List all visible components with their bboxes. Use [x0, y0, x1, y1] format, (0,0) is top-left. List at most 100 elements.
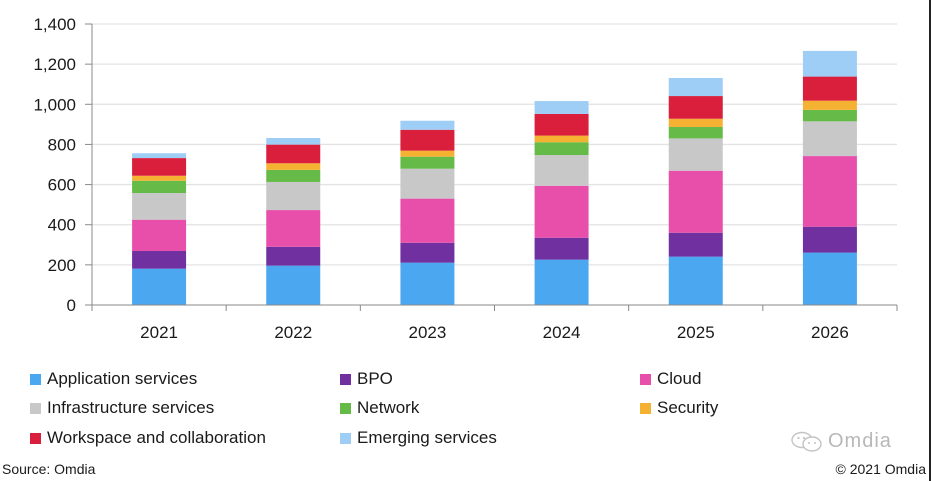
legend-swatch [340, 402, 351, 414]
y-tick-label: 1,400 [33, 15, 76, 34]
bar-segment-infrastructure-services [266, 181, 321, 211]
bar-segment-security [802, 100, 857, 110]
bar-segment-emerging-services [400, 120, 455, 130]
bar-segment-application-services [802, 252, 857, 305]
y-tick-label: 400 [48, 216, 76, 235]
legend-item-infrastructure-services: Infrastructure services [30, 398, 214, 418]
bar-segment-cloud [400, 198, 455, 243]
bar-segment-application-services [534, 259, 589, 305]
legend-label: Security [657, 398, 719, 417]
legend-label: Infrastructure services [47, 398, 215, 417]
legend: Application services BPO Cloud Infrastructu… [0, 366, 920, 456]
bar-segment-security [132, 175, 187, 181]
bar-segment-application-services [266, 265, 321, 305]
x-tick-label: 2024 [543, 323, 581, 342]
bar-segment-network [266, 169, 321, 182]
bar-segment-cloud [668, 170, 723, 233]
bar-segment-application-services [400, 262, 455, 305]
x-tick-label: 2022 [274, 323, 312, 342]
bar-stack-2023 [400, 120, 455, 305]
x-tick-label: 2023 [409, 323, 447, 342]
bar-segment-application-services [668, 256, 723, 305]
legend-item-security: Security [640, 398, 718, 418]
y-tick-label: 1,200 [33, 55, 76, 74]
legend-swatch [340, 432, 351, 444]
bar-segment-bpo [802, 226, 857, 253]
legend-item-cloud: Cloud [640, 369, 701, 389]
bar-segment-security [400, 150, 455, 157]
legend-label: Emerging services [357, 428, 497, 447]
bar-segment-emerging-services [534, 101, 589, 114]
bar-segment-network [400, 156, 455, 169]
bar-segment-emerging-services [132, 153, 187, 159]
gridlines [92, 23, 897, 266]
bar-stack-2025 [668, 77, 723, 305]
bar-segment-network [668, 126, 723, 139]
y-tick-label: 0 [67, 296, 76, 315]
x-tick-label: 2026 [811, 323, 849, 342]
bar-segment-cloud [534, 185, 589, 238]
bar-segment-bpo [266, 246, 321, 266]
bar-segment-workspace-and-collaboration [668, 96, 723, 119]
bar-segment-bpo [668, 232, 723, 257]
bar-segment-workspace-and-collaboration [534, 113, 589, 136]
bar-segment-network [132, 180, 187, 194]
bar-segment-security [534, 135, 589, 143]
bar-segment-bpo [400, 242, 455, 263]
legend-item-bpo: BPO [340, 369, 393, 389]
copyright-note: © 2021 Omdia [835, 461, 926, 477]
bar-segment-workspace-and-collaboration [802, 76, 857, 101]
y-tick-label: 1,000 [33, 95, 76, 114]
legend-swatch [30, 373, 41, 385]
bar-segment-security [668, 118, 723, 127]
bar-segment-security [266, 163, 321, 170]
bar-segment-infrastructure-services [802, 121, 857, 157]
bar-segment-emerging-services [802, 50, 857, 77]
bar-segment-application-services [132, 268, 187, 305]
bar-segment-network [802, 109, 857, 122]
y-tick-label: 800 [48, 135, 76, 154]
bar-segment-bpo [132, 251, 187, 269]
bar-segment-workspace-and-collaboration [400, 129, 455, 151]
bar-segment-workspace-and-collaboration [266, 144, 321, 164]
bar-segment-bpo [534, 237, 589, 260]
bars [132, 50, 857, 305]
legend-item-network: Network [340, 398, 419, 418]
legend-swatch [640, 402, 651, 414]
legend-item-emerging-services: Emerging services [340, 428, 497, 448]
legend-swatch [340, 373, 351, 385]
bar-segment-emerging-services [266, 138, 321, 145]
bar-segment-cloud [266, 210, 321, 247]
legend-label: Network [357, 398, 420, 417]
legend-item-workspace-and-collaboration: Workspace and collaboration [30, 428, 266, 448]
bar-stack-2021 [132, 153, 187, 305]
bar-segment-infrastructure-services [668, 138, 723, 171]
bar-stack-2024 [534, 101, 589, 305]
bar-segment-network [534, 142, 589, 156]
bar-segment-cloud [802, 156, 857, 227]
legend-item-application-services: Application services [30, 369, 197, 389]
legend-label: BPO [357, 369, 393, 388]
legend-swatch [30, 402, 41, 414]
bar-stack-2026 [802, 50, 857, 305]
legend-label: Cloud [657, 369, 702, 388]
bar-segment-workspace-and-collaboration [132, 158, 187, 176]
legend-label: Application services [47, 369, 198, 388]
bar-segment-cloud [132, 219, 187, 252]
x-tick-label: 2021 [140, 323, 178, 342]
legend-label: Workspace and collaboration [47, 428, 266, 447]
source-note: Source: Omdia [2, 461, 96, 477]
y-tick-label: 600 [48, 176, 76, 195]
x-tick-label: 2025 [677, 323, 715, 342]
bar-segment-emerging-services [668, 77, 723, 97]
y-tick-labels: 0 200 400 600 800 1,000 1,200 1,400 [33, 15, 76, 315]
wechat-icon [791, 431, 822, 452]
bar-segment-infrastructure-services [400, 168, 455, 199]
watermark-text: Omdia [828, 430, 892, 452]
legend-swatch [30, 432, 41, 444]
axes [85, 23, 898, 311]
watermark: Omdia [790, 430, 892, 453]
x-tick-labels: 2021 2022 2023 2024 2025 2026 [140, 323, 849, 342]
bar-segment-infrastructure-services [534, 155, 589, 186]
